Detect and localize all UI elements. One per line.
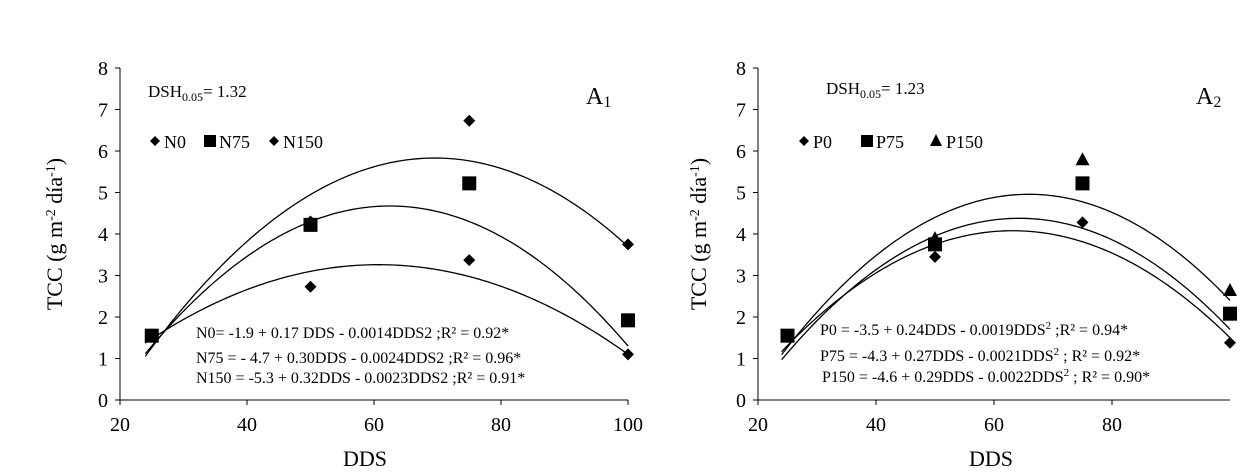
panel-label: A1 <box>586 84 611 111</box>
y-tick-label: 5 <box>736 183 746 205</box>
point-p0 <box>1076 216 1089 229</box>
x-tick-label: 60 <box>984 414 1004 436</box>
point-n150 <box>463 114 476 127</box>
y-tick-label: 4 <box>98 224 108 246</box>
y-tick-label: 8 <box>736 58 746 80</box>
equation-p150: P150 = -4.6 + 0.29DDS - 0.0022DDS2 ; R² … <box>822 367 1150 386</box>
y-tick-label: 7 <box>736 100 746 122</box>
legend-label: P150 <box>946 132 983 152</box>
x-tick-label: 40 <box>237 414 257 436</box>
y-tick-label: 7 <box>98 100 108 122</box>
legend-label: N0 <box>164 132 186 152</box>
x-ticks: 20 40 60 80 100 <box>110 400 643 436</box>
y-tick-label: 2 <box>98 307 108 329</box>
point-n0 <box>463 254 476 267</box>
x-tick-label: 20 <box>748 414 768 436</box>
point-p0 <box>929 250 941 263</box>
point-n150 <box>622 238 634 251</box>
legend: N0 N75 N150 <box>150 132 323 152</box>
legend-marker-diamond <box>150 136 160 146</box>
y-tick-label: 2 <box>736 307 746 329</box>
point-n0 <box>622 348 634 361</box>
y-tick-label: 3 <box>98 266 108 288</box>
x-tick-label: 80 <box>1102 414 1122 436</box>
point-n75 <box>462 176 477 191</box>
legend-marker-square <box>861 135 873 147</box>
point-n75 <box>621 313 635 328</box>
chart-panel-a1: 0 1 2 3 4 5 6 7 8 20 40 60 80 100 DDS TCC (g m-2 día… <box>42 58 643 471</box>
y-tick-label: 8 <box>98 58 108 80</box>
point-n150 <box>304 215 317 228</box>
y-tick-label: 0 <box>736 390 746 412</box>
legend-label: P0 <box>813 132 832 152</box>
y-tick-label: 3 <box>736 266 746 288</box>
fit-curve-p75 <box>781 217 1231 361</box>
chart-panel-a2: 0 1 2 3 4 5 6 7 8 20 40 60 80 DDS TCC (g m-2 día-1)… <box>686 58 1237 471</box>
point-p150 <box>928 231 942 245</box>
legend-label: N75 <box>219 132 250 152</box>
equation-p75: P75 = -4.3 + 0.27DDS - 0.0021DDS2 ; R² =… <box>820 346 1140 365</box>
legend-marker-diamond <box>799 136 809 146</box>
y-tick-label: 6 <box>98 141 108 163</box>
dsh-label: DSH0.05= 1.23 <box>826 79 925 101</box>
y-tick-label: 0 <box>98 390 108 412</box>
point-p75 <box>1075 176 1090 191</box>
y-tick-label: 1 <box>736 349 746 371</box>
data-points <box>780 152 1237 349</box>
fit-curves <box>781 193 1231 361</box>
y-ticks: 0 1 2 3 4 5 6 7 8 <box>736 58 758 412</box>
equation-n150: N150 = -5.3 + 0.32DDS - 0.0023DDS2 ;R² =… <box>196 370 525 387</box>
y-tick-label: 4 <box>736 224 746 246</box>
y-ticks: 0 1 2 3 4 5 6 7 8 <box>98 58 120 412</box>
x-tick-label: 20 <box>110 414 130 436</box>
legend-item-n75: N75 <box>204 132 250 152</box>
x-tick-label: 100 <box>613 414 643 436</box>
y-tick-label: 6 <box>736 141 746 163</box>
point-p0 <box>1224 336 1236 349</box>
fit-curve-p0 <box>781 230 1231 353</box>
fit-curves <box>144 157 629 357</box>
equation-p0: P0 = -3.5 + 0.24DDS - 0.0019DDS2 ;R² = 0… <box>820 320 1128 339</box>
equation-n0: N0= -1.9 + 0.17 DDS - 0.0014DDS2 ;R² = 0… <box>196 325 509 342</box>
legend-label: P75 <box>876 132 904 152</box>
fit-curve-p150 <box>781 193 1231 356</box>
y-tick-label: 1 <box>98 349 108 371</box>
legend: P0 P75 P150 <box>799 132 983 152</box>
equation-n75: N75 = - 4.7 + 0.30DDS - 0.0024DDS2 ;R² =… <box>196 350 521 367</box>
x-tick-label: 40 <box>866 414 886 436</box>
point-p75 <box>1223 306 1237 321</box>
fit-curve-n75 <box>144 205 629 355</box>
x-tick-label: 60 <box>364 414 384 436</box>
legend-item-p150: P150 <box>930 132 983 152</box>
fit-curve-n0 <box>145 264 629 355</box>
legend-item-n0: N0 <box>150 132 186 152</box>
x-axis-title: DDS <box>969 446 1013 471</box>
panel-label: A2 <box>1196 84 1221 111</box>
point-p150 <box>1223 283 1237 297</box>
fit-curve-n150 <box>144 157 629 357</box>
legend-item-p0: P0 <box>799 132 832 152</box>
x-tick-label: 80 <box>491 414 511 436</box>
point-n0 <box>304 280 317 293</box>
y-tick-label: 5 <box>98 183 108 205</box>
legend-marker-square <box>204 135 216 147</box>
legend-label: N150 <box>283 132 323 152</box>
point-p150 <box>780 328 795 342</box>
y-axis-title: TCC (g m-2 día-1) <box>686 158 711 310</box>
legend-marker-triangle <box>930 134 942 146</box>
legend-marker-diamond <box>269 136 279 146</box>
legend-item-p75: P75 <box>861 132 904 152</box>
dsh-label: DSH0.05= 1.32 <box>148 82 247 104</box>
x-axis-title: DDS <box>343 446 387 471</box>
point-p150 <box>1075 152 1090 166</box>
point-n150 <box>145 329 158 342</box>
legend-item-n150: N150 <box>269 132 323 152</box>
x-ticks: 20 40 60 80 <box>748 400 1122 436</box>
data-points <box>144 114 635 361</box>
y-axis-title: TCC (g m-2 día-1) <box>42 158 67 310</box>
